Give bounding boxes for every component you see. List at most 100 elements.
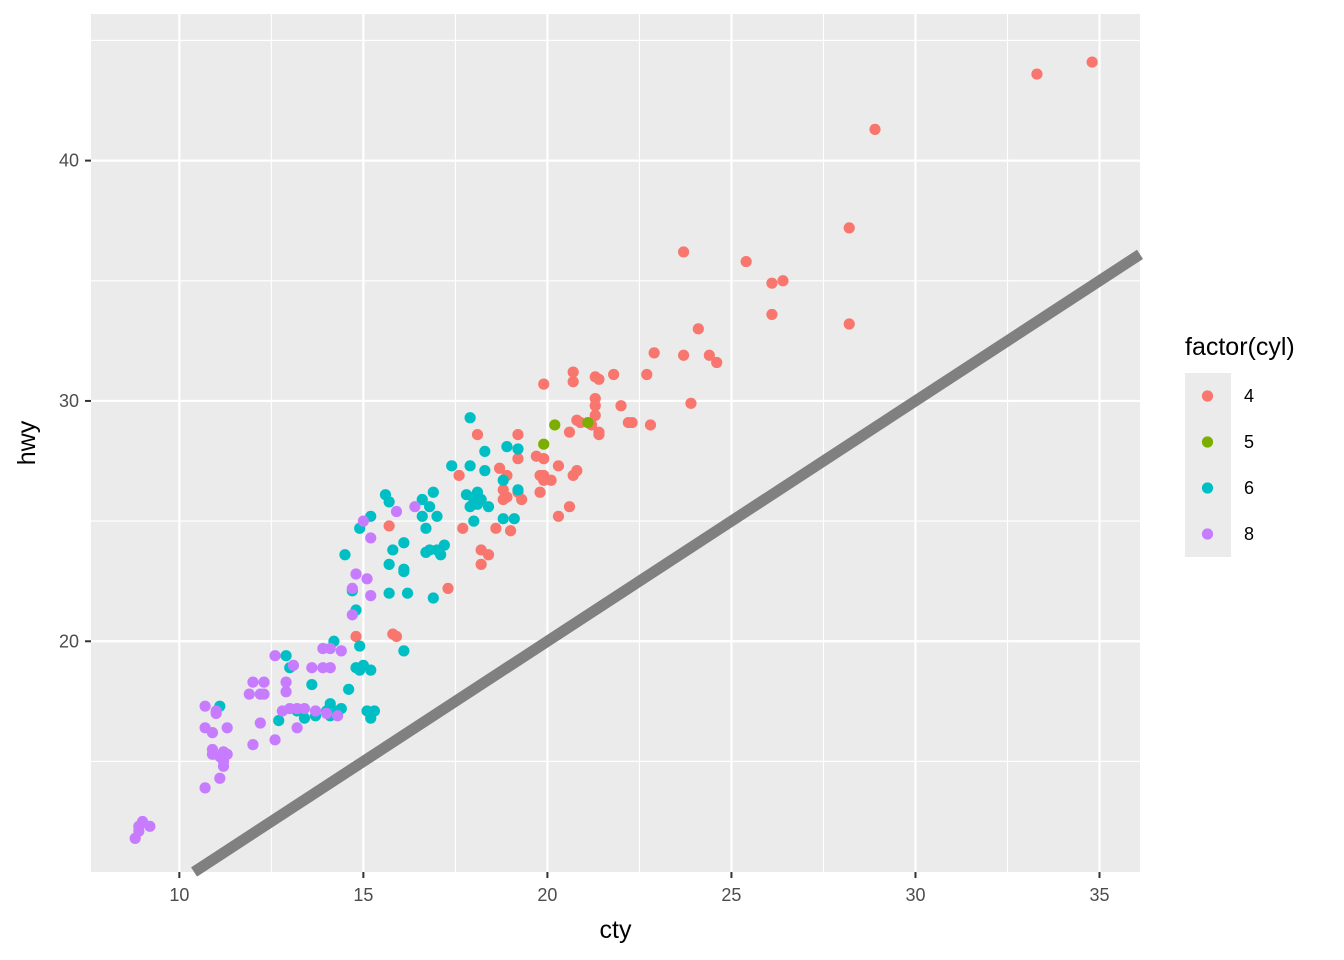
y-tick-label: 40 (59, 151, 79, 171)
data-point-cyl-6 (464, 460, 476, 472)
data-point-cyl-6 (354, 640, 366, 652)
data-point-cyl-4 (589, 400, 601, 412)
data-point-cyl-8 (221, 722, 233, 734)
data-point-cyl-8 (247, 676, 259, 688)
legend-label-6: 6 (1244, 478, 1254, 498)
legend-label-8: 8 (1244, 524, 1254, 544)
data-point-cyl-8 (214, 772, 226, 784)
data-point-cyl-6 (497, 474, 509, 486)
data-point-cyl-6 (424, 501, 436, 513)
data-point-cyl-4 (563, 501, 576, 513)
data-point-cyl-4 (538, 378, 550, 390)
legend-key-6 (1201, 482, 1214, 494)
data-point-cyl-4 (350, 630, 362, 643)
data-point-cyl-4 (641, 368, 653, 381)
data-point-cyl-8 (346, 582, 358, 595)
data-point-cyl-4 (538, 453, 550, 465)
data-point-cyl-4 (497, 493, 509, 506)
data-point-cyl-6 (512, 443, 524, 455)
legend-key-4 (1201, 390, 1214, 402)
data-point-cyl-4 (1031, 68, 1043, 80)
data-point-cyl-4 (563, 426, 576, 438)
legend-key-5 (1201, 436, 1214, 448)
data-point-cyl-6 (280, 650, 292, 662)
data-point-cyl-6 (479, 465, 491, 477)
data-point-cyl-6 (398, 565, 410, 578)
data-point-cyl-8 (247, 739, 259, 751)
data-point-cyl-8 (291, 722, 303, 734)
data-point-cyl-6 (398, 645, 410, 657)
data-point-cyl-4 (843, 222, 855, 234)
data-point-cyl-8 (217, 760, 230, 772)
data-point-cyl-8 (258, 676, 270, 688)
data-point-cyl-6 (383, 496, 395, 508)
x-tick-label: 25 (721, 885, 741, 905)
data-point-cyl-6 (365, 712, 377, 724)
data-point-cyl-8 (332, 710, 344, 722)
data-point-cyl-4 (677, 246, 690, 258)
data-point-cyl-5 (549, 419, 561, 431)
reference-line-layer (191, 249, 1144, 877)
data-point-cyl-4 (608, 368, 620, 381)
data-point-cyl-4 (711, 356, 723, 369)
data-point-cyl-4 (457, 522, 469, 534)
data-point-cyl-4 (677, 349, 690, 361)
data-point-cyl-4 (740, 255, 752, 268)
data-point-cyl-8 (280, 686, 292, 698)
data-point-cyl-5 (582, 416, 594, 429)
data-point-cyl-8 (309, 705, 322, 717)
legend-label-5: 5 (1244, 432, 1254, 452)
data-point-cyl-4 (475, 558, 487, 570)
data-point-cyl-6 (398, 537, 410, 549)
data-point-cyl-8 (269, 650, 281, 662)
data-point-cyl-4 (383, 520, 395, 532)
data-point-cyl-6 (512, 484, 524, 496)
major-grid (91, 14, 1140, 872)
data-point-cyl-4 (589, 409, 601, 421)
data-point-cyl-6 (401, 587, 414, 599)
data-point-cyl-4 (512, 453, 524, 465)
data-point-cyl-8 (269, 734, 281, 746)
data-point-cyl-6 (464, 412, 476, 424)
data-point-cyl-4 (869, 123, 881, 135)
data-point-cyl-8 (357, 515, 369, 527)
data-point-cyl-4 (685, 397, 697, 409)
data-point-cyl-4 (552, 510, 565, 522)
x-tick-label: 20 (537, 885, 557, 905)
data-point-cyl-4 (622, 416, 634, 429)
data-point-cyl-4 (516, 493, 528, 506)
data-point-cyl-4 (512, 428, 524, 441)
data-point-cyl-6 (435, 549, 447, 561)
x-tick-label: 30 (905, 885, 925, 905)
data-point-cyl-4 (453, 469, 465, 482)
data-point-cyl-6 (383, 558, 395, 570)
minor-grid (91, 14, 1140, 872)
data-point-cyl-8 (324, 662, 336, 674)
x-axis-title: cty (600, 916, 632, 944)
data-point-cyl-6 (383, 587, 395, 599)
data-point-cyl-6 (298, 712, 311, 724)
data-point-cyl-6 (431, 510, 443, 522)
data-point-cyl-6 (273, 714, 285, 727)
data-point-cyl-6 (416, 510, 428, 522)
data-point-cyl-6 (343, 683, 355, 695)
legend: factor(cyl) 4 5 6 8 (1185, 333, 1295, 557)
data-point-cyl-8 (365, 532, 377, 544)
data-point-cyl-8 (287, 659, 300, 671)
data-point-cyl-4 (593, 428, 605, 441)
data-point-cyl-6 (339, 549, 351, 561)
data-point-cyl-4 (442, 582, 454, 595)
data-point-cyl-8 (409, 501, 421, 513)
x-tick-label: 10 (169, 885, 189, 905)
data-point-cyl-4 (766, 277, 778, 289)
legend-key-8 (1201, 528, 1214, 540)
y-axis: 20 30 40 (59, 151, 91, 651)
data-point-cyl-4 (843, 318, 855, 330)
data-point-cyl-6 (468, 496, 480, 508)
data-point-cyl-8 (129, 832, 141, 844)
data-point-cyl-6 (387, 544, 399, 556)
data-point-cyl-4 (593, 373, 605, 385)
legend-label-4: 4 (1244, 386, 1254, 406)
data-point-cyl-6 (482, 501, 495, 513)
